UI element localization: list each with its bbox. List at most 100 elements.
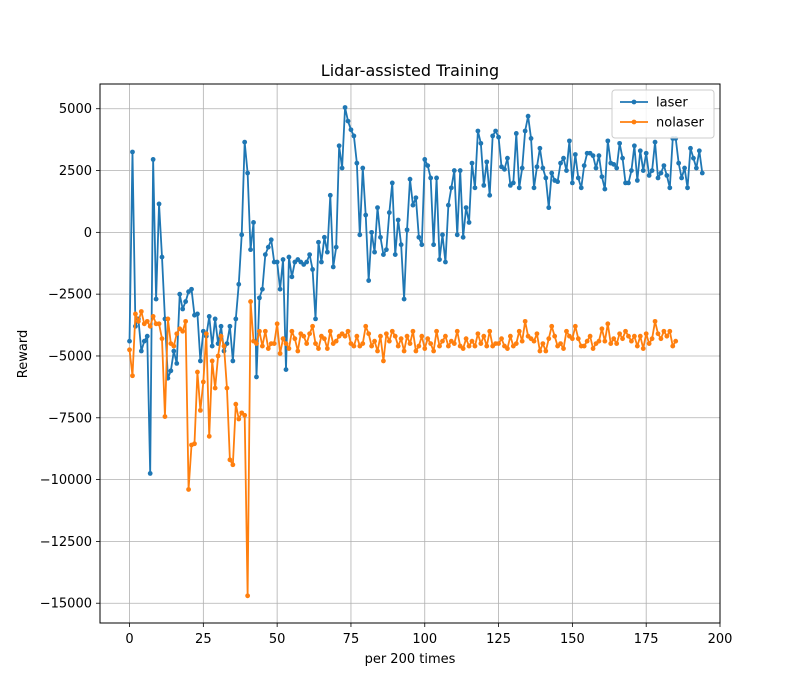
data-point-laser <box>345 118 351 124</box>
data-point-laser <box>649 168 655 173</box>
data-point-nolaser <box>215 353 221 359</box>
data-point-laser <box>366 278 372 283</box>
data-point-nolaser <box>543 348 549 354</box>
data-point-nolaser <box>478 341 484 347</box>
data-point-laser <box>434 175 439 181</box>
data-point-nolaser <box>363 323 369 329</box>
data-point-nolaser <box>257 328 262 334</box>
data-point-laser <box>174 360 180 366</box>
data-point-laser <box>640 168 646 173</box>
data-point-nolaser <box>640 346 646 351</box>
data-point-laser <box>141 338 147 344</box>
data-point-nolaser <box>144 318 150 324</box>
data-point-nolaser <box>351 343 357 349</box>
legend-marker-laser <box>631 99 637 105</box>
data-point-laser <box>180 306 186 312</box>
data-point-nolaser <box>248 299 253 304</box>
data-point-laser <box>265 244 271 250</box>
data-point-laser <box>682 165 687 171</box>
data-point-nolaser <box>135 318 141 324</box>
data-point-laser <box>676 160 682 166</box>
data-point-laser <box>383 247 389 253</box>
data-point-laser <box>543 175 549 181</box>
data-point-nolaser <box>561 346 566 351</box>
data-point-nolaser <box>507 333 513 339</box>
data-point-nolaser <box>133 311 138 317</box>
data-point-laser <box>197 358 203 364</box>
data-point-nolaser <box>416 343 422 349</box>
data-point-laser <box>496 134 501 140</box>
data-point-nolaser <box>623 328 628 334</box>
data-point-nolaser <box>307 331 313 337</box>
data-point-laser <box>389 180 395 186</box>
x-tick-label: 25 <box>195 632 212 647</box>
data-point-nolaser <box>546 336 552 342</box>
data-point-nolaser <box>324 346 330 351</box>
data-point-laser <box>268 237 274 243</box>
data-point-laser <box>419 242 425 248</box>
data-point-nolaser <box>378 333 383 339</box>
data-point-nolaser <box>611 336 617 342</box>
data-point-nolaser <box>460 346 466 351</box>
data-point-nolaser <box>360 341 366 347</box>
data-point-laser <box>664 173 670 178</box>
data-point-laser <box>469 160 475 166</box>
x-tick-label: 150 <box>560 632 585 647</box>
data-point-nolaser <box>516 328 522 334</box>
data-point-laser <box>327 192 333 198</box>
data-point-laser <box>484 159 490 165</box>
data-point-nolaser <box>584 338 590 344</box>
data-point-nolaser <box>608 341 614 347</box>
data-point-laser <box>558 160 563 166</box>
data-point-laser <box>626 180 631 186</box>
data-point-nolaser <box>558 341 563 347</box>
chart-title: Lidar-assisted Training <box>321 61 499 80</box>
data-point-laser <box>505 155 510 161</box>
data-point-laser <box>360 165 366 171</box>
data-point-nolaser <box>614 341 620 347</box>
data-point-laser <box>475 128 481 134</box>
data-point-nolaser <box>147 323 153 329</box>
data-point-laser <box>502 166 507 172</box>
data-point-laser <box>177 291 183 297</box>
data-point-laser <box>195 311 200 317</box>
data-point-nolaser <box>162 414 168 419</box>
data-point-nolaser <box>646 341 652 347</box>
data-point-nolaser <box>192 441 197 447</box>
data-point-nolaser <box>564 328 569 334</box>
data-point-nolaser <box>643 331 649 337</box>
data-point-laser <box>351 133 357 139</box>
data-point-laser <box>699 170 705 176</box>
data-point-laser <box>631 143 637 149</box>
data-point-nolaser <box>310 323 315 329</box>
data-point-laser <box>440 232 445 238</box>
data-point-nolaser <box>590 346 596 351</box>
data-point-laser <box>218 323 224 329</box>
data-point-laser <box>661 163 667 168</box>
data-point-nolaser <box>658 336 664 342</box>
data-point-nolaser <box>372 338 377 344</box>
data-point-laser <box>171 348 177 354</box>
y-tick-label: 5000 <box>59 102 92 117</box>
data-point-nolaser <box>130 373 135 379</box>
data-point-laser <box>549 170 555 176</box>
data-point-laser <box>581 163 587 168</box>
y-axis-ticks: −15000 −12500 −10000 −7500 −5000 −2500 0 2500 50… <box>40 102 100 612</box>
data-point-nolaser <box>617 331 623 337</box>
data-point-nolaser <box>321 336 327 342</box>
data-point-nolaser <box>212 385 218 391</box>
data-point-laser <box>395 217 401 223</box>
data-point-nolaser <box>596 338 602 344</box>
x-tick-label: 175 <box>634 632 659 647</box>
data-point-nolaser <box>481 333 487 339</box>
data-point-laser <box>321 234 327 240</box>
y-tick-label: −2500 <box>48 288 92 303</box>
data-point-nolaser <box>345 328 351 334</box>
data-point-nolaser <box>295 348 301 354</box>
data-point-nolaser <box>552 333 558 339</box>
data-point-nolaser <box>629 338 634 344</box>
data-point-nolaser <box>475 331 481 337</box>
data-point-nolaser <box>605 321 611 327</box>
data-point-laser <box>575 175 581 181</box>
data-point-nolaser <box>286 346 292 351</box>
